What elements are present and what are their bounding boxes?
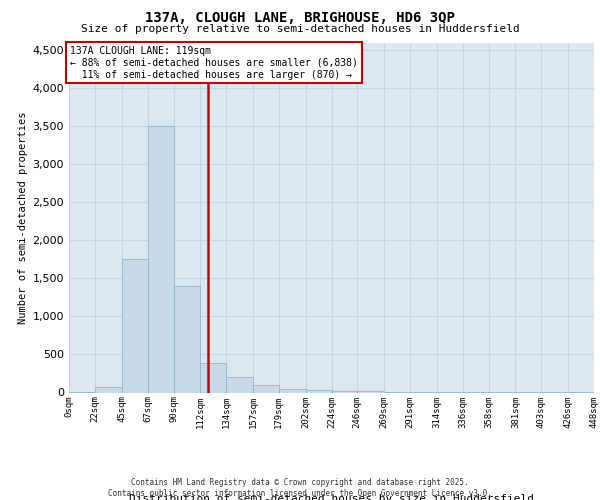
Bar bbox=[95, 387, 122, 392]
Text: 137A CLOUGH LANE: 119sqm
← 88% of semi-detached houses are smaller (6,838)
  11%: 137A CLOUGH LANE: 119sqm ← 88% of semi-d… bbox=[70, 46, 358, 80]
Text: Size of property relative to semi-detached houses in Huddersfield: Size of property relative to semi-detach… bbox=[80, 24, 520, 34]
Y-axis label: Number of semi-detached properties: Number of semi-detached properties bbox=[19, 112, 28, 324]
Bar bbox=[148, 126, 175, 392]
Bar bbox=[331, 391, 357, 392]
Text: 137A, CLOUGH LANE, BRIGHOUSE, HD6 3QP: 137A, CLOUGH LANE, BRIGHOUSE, HD6 3QP bbox=[145, 12, 455, 26]
Bar bbox=[253, 385, 279, 392]
Text: Contains HM Land Registry data © Crown copyright and database right 2025.
Contai: Contains HM Land Registry data © Crown c… bbox=[108, 478, 492, 498]
Bar bbox=[279, 388, 306, 392]
Bar bbox=[122, 260, 148, 392]
Bar bbox=[200, 363, 226, 392]
Bar bbox=[306, 390, 331, 392]
X-axis label: Distribution of semi-detached houses by size in Huddersfield: Distribution of semi-detached houses by … bbox=[129, 494, 534, 500]
Bar bbox=[226, 378, 253, 392]
Bar bbox=[175, 286, 200, 393]
